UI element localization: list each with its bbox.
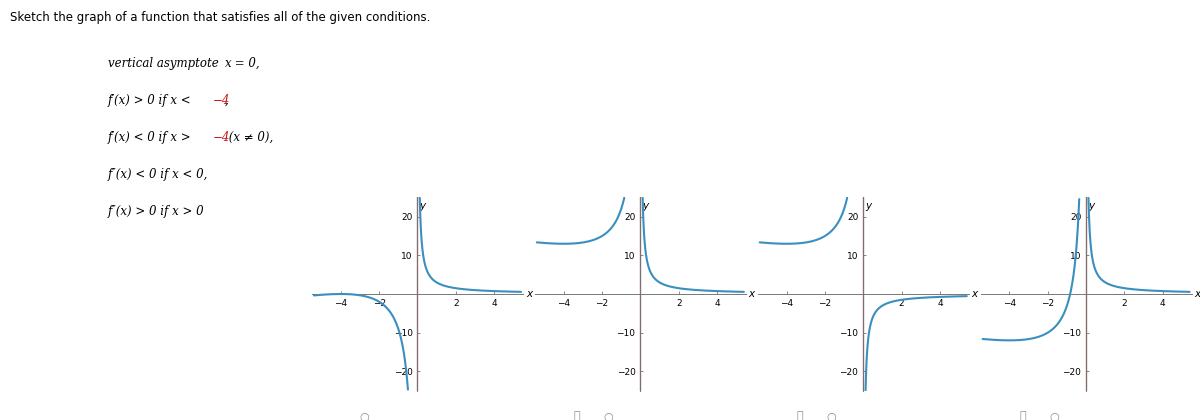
Text: ○: ○ — [360, 411, 370, 420]
Text: −4: −4 — [212, 94, 229, 107]
Text: vertical asymptote: vertical asymptote — [108, 57, 222, 70]
Text: y: y — [643, 201, 649, 211]
Text: (x ≠ 0),: (x ≠ 0), — [224, 131, 272, 144]
Text: ○: ○ — [604, 411, 613, 420]
Text: f′(x) < 0 if x >: f′(x) < 0 if x > — [108, 131, 196, 144]
Text: f″(x) > 0 if x > 0: f″(x) > 0 if x > 0 — [108, 205, 205, 218]
Text: y: y — [865, 201, 871, 211]
Text: ⓘ: ⓘ — [1020, 411, 1026, 420]
Text: ,: , — [224, 94, 228, 107]
Text: −4: −4 — [212, 131, 229, 144]
Text: y: y — [1088, 201, 1094, 211]
Text: = 0,: = 0, — [230, 57, 259, 70]
Text: ⓘ: ⓘ — [797, 411, 803, 420]
Text: ⓘ: ⓘ — [574, 411, 581, 420]
Text: x: x — [1194, 289, 1200, 299]
Text: Sketch the graph of a function that satisfies all of the given conditions.: Sketch the graph of a function that sati… — [10, 10, 430, 24]
Text: y: y — [420, 201, 426, 211]
Text: f″(x) < 0 if x < 0,: f″(x) < 0 if x < 0, — [108, 168, 209, 181]
Text: x: x — [526, 289, 532, 299]
Text: x: x — [972, 289, 978, 299]
Text: ○: ○ — [827, 411, 836, 420]
Text: ○: ○ — [1050, 411, 1060, 420]
Text: f′(x) > 0 if x <: f′(x) > 0 if x < — [108, 94, 196, 107]
Text: x: x — [749, 289, 755, 299]
Text: x: x — [224, 57, 232, 70]
